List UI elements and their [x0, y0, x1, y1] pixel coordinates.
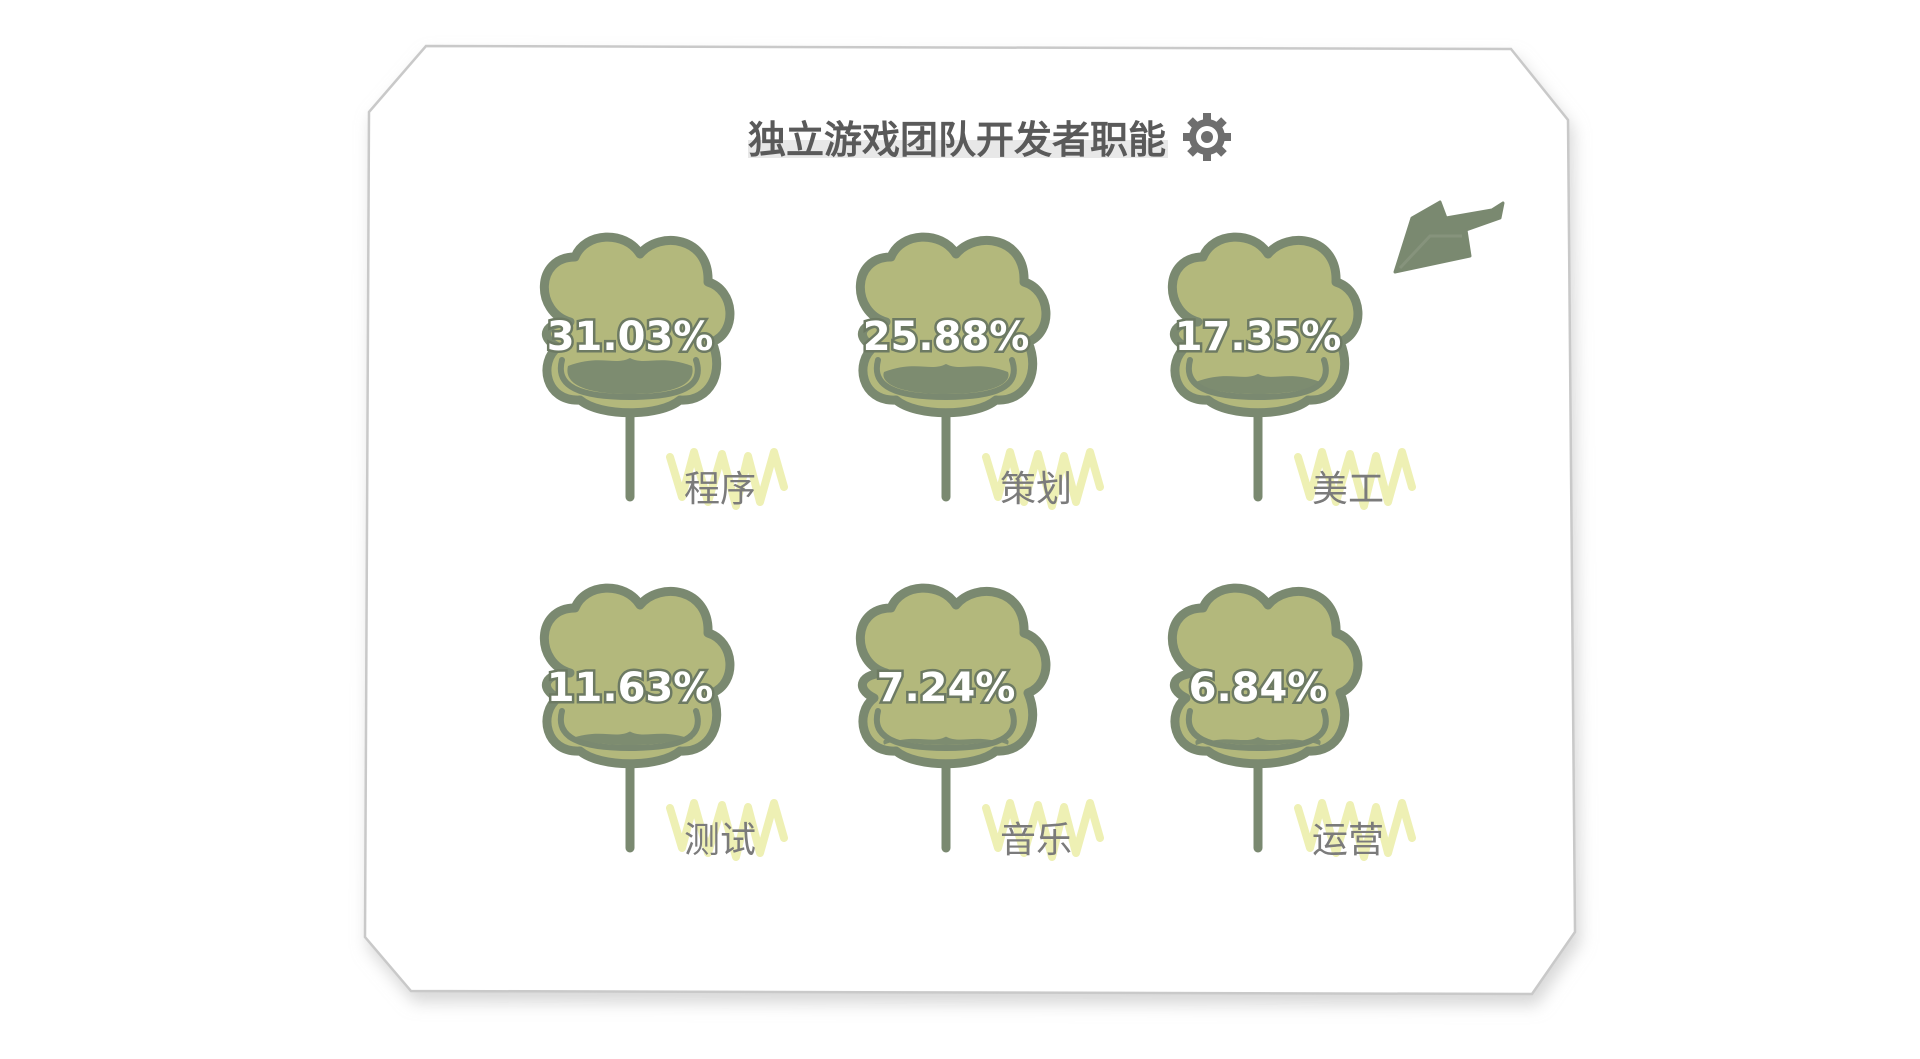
leaf-mark: 25.88% 策划 — [855, 232, 1104, 510]
leaf-cloud — [855, 583, 1051, 769]
category-label: 运营 — [1312, 820, 1384, 861]
leaf-cloud — [1167, 583, 1363, 769]
leaf-mark: 7.24% 音乐 — [855, 583, 1104, 861]
leaf-level-fill — [883, 363, 1009, 394]
leaf-cloud — [539, 583, 735, 769]
category-label: 音乐 — [1000, 820, 1072, 861]
label-scribble — [666, 448, 788, 510]
label-scribble — [1294, 448, 1416, 510]
label-scribble — [982, 448, 1104, 510]
leaf-level-fill — [883, 736, 1009, 745]
leaf-bowl — [873, 708, 1017, 752]
category-label: 程序 — [684, 469, 756, 510]
chart-marks: 31.03% 程序 25.88% 策划 17.35% 美工 11.63% 测试 7.24% 音乐 6… — [539, 232, 1416, 861]
category-label: 测试 — [684, 820, 756, 861]
leaf-level-fill — [567, 731, 693, 745]
leaf-bowl — [557, 708, 701, 752]
category-label: 策划 — [1000, 469, 1072, 510]
leaf-cloud — [1167, 232, 1363, 418]
arrow-icon — [1393, 200, 1505, 274]
chart-title: 独立游戏团队开发者职能 — [748, 118, 1166, 162]
value-label: 7.24% — [877, 665, 1016, 711]
leaf-level-fill — [567, 358, 693, 394]
gear-icon — [1183, 113, 1231, 161]
category-label: 美工 — [1312, 469, 1384, 510]
leaf-bowl — [1185, 708, 1329, 752]
leaf-bowl — [1185, 357, 1329, 401]
leaf-mark: 11.63% 测试 — [539, 583, 788, 861]
leaf-bowl — [557, 357, 701, 401]
leaf-bowl — [873, 357, 1017, 401]
label-scribble — [1294, 799, 1416, 861]
title-underline — [748, 140, 1168, 158]
value-label: 17.35% — [1175, 314, 1342, 360]
leaf-level-fill — [1195, 737, 1321, 746]
leaf-level-fill — [1195, 373, 1321, 394]
value-label: 6.84% — [1189, 665, 1328, 711]
value-label: 25.88% — [863, 314, 1030, 360]
label-scribble — [982, 799, 1104, 861]
leaf-mark: 6.84% 运营 — [1167, 583, 1416, 861]
leaf-mark: 31.03% 程序 — [539, 232, 788, 510]
label-scribble — [666, 799, 788, 861]
value-label: 11.63% — [547, 665, 714, 711]
value-label: 31.03% — [547, 314, 714, 360]
leaf-mark: 17.35% 美工 — [1167, 232, 1416, 510]
card-panel — [363, 44, 1577, 996]
